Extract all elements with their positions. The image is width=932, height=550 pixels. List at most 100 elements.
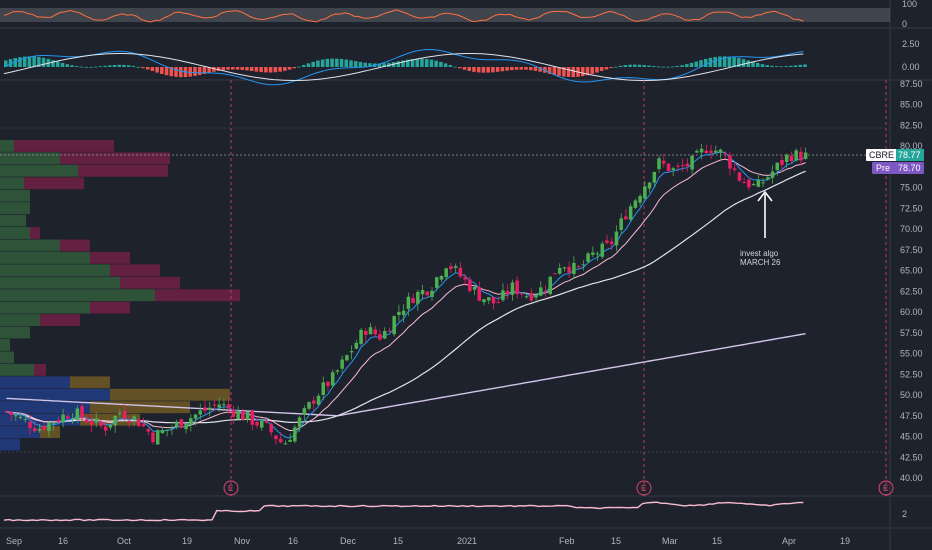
macd-histogram-bar <box>599 67 604 72</box>
volume-profile-down-bar <box>80 413 140 426</box>
candle-body <box>387 331 392 333</box>
candle-body <box>293 427 297 442</box>
candle-body <box>425 291 430 296</box>
macd-histogram-bar <box>798 64 803 67</box>
candle-body <box>406 296 411 309</box>
volume-profile-down-bar <box>34 363 46 376</box>
volume-profile-up-bar <box>0 189 30 202</box>
macd-histogram-bar <box>765 65 769 67</box>
candle-body <box>382 330 387 339</box>
candle-body <box>264 420 269 423</box>
candle-body <box>241 411 245 420</box>
candle-body <box>222 404 226 406</box>
macd-histogram-bar <box>301 64 306 67</box>
candle-body <box>766 177 770 180</box>
candle-body <box>259 421 264 428</box>
candle-body <box>236 411 240 420</box>
volume-profile-up-bar <box>0 363 34 376</box>
macd-histogram-bar <box>202 67 207 74</box>
macd-histogram-bar <box>458 67 462 69</box>
earnings-marker[interactable]: E <box>636 480 652 496</box>
macd-histogram-bar <box>8 59 13 67</box>
macd-histogram-bar <box>287 67 292 70</box>
volume-profile-down-bar <box>60 239 90 252</box>
candle-body <box>709 150 713 153</box>
macd-histogram-bar <box>37 56 41 67</box>
macd-histogram-bar <box>770 65 774 67</box>
macd-histogram-bar <box>396 61 401 67</box>
macd-histogram-bar <box>169 67 174 77</box>
candle-body <box>430 290 434 297</box>
candle-body <box>245 412 250 420</box>
candle-body <box>751 184 756 186</box>
rsi-panel[interactable]: 100 0 <box>0 0 917 29</box>
macd-histogram-bar <box>424 59 429 67</box>
price-panel[interactable]: invest algo MARCH 26 E E E 87.50 85.00 82.… <box>0 79 924 496</box>
svg-text:78.70: 78.70 <box>898 163 921 173</box>
candle-body <box>742 182 746 184</box>
candle-body <box>676 165 680 167</box>
volume-profile-up-bar <box>0 301 90 314</box>
macd-histogram-bar <box>651 66 656 67</box>
macd-histogram-bar <box>746 60 751 67</box>
macd-histogram-bar <box>22 56 27 67</box>
candle-body <box>747 179 751 188</box>
macd-histogram-bar <box>117 64 122 67</box>
price-tick-label: 52.50 <box>900 369 923 379</box>
macd-histogram-bar <box>727 56 732 67</box>
macd-histogram-bar <box>628 64 632 67</box>
time-tick-label: 15 <box>611 536 621 546</box>
candle-body <box>278 438 283 443</box>
volume-profile-up-bar <box>0 227 30 239</box>
time-tick-label: 2021 <box>457 536 477 546</box>
macd-histogram-bar <box>689 62 694 67</box>
macd-histogram-bar <box>264 67 268 73</box>
candle-body <box>732 168 737 170</box>
candle-body <box>37 429 42 431</box>
macd-histogram-bar <box>741 59 746 67</box>
candle-body <box>482 299 486 303</box>
candle-body <box>756 179 761 187</box>
candle-body <box>288 439 292 442</box>
time-axis[interactable]: Sep 16 Oct 19 Nov 16 Dec 15 2021 Feb 15 Mar 15 Apr 19 <box>6 536 850 546</box>
candle-body <box>23 418 28 420</box>
macd-histogram-bar <box>590 67 594 74</box>
earnings-marker[interactable]: E <box>878 480 894 496</box>
volume-profile-down-bar <box>90 251 130 264</box>
candle-body <box>487 297 491 301</box>
candle-body <box>534 295 538 298</box>
macd-histogram-bar <box>259 67 263 73</box>
macd-histogram-bar <box>197 67 202 76</box>
rsi-line <box>3 9 804 23</box>
candle-body <box>274 435 278 440</box>
candle-body <box>316 395 321 405</box>
time-tick-label: Dec <box>340 536 357 546</box>
volume-profile-up-bar <box>0 164 78 177</box>
svg-text:Pre: Pre <box>876 163 890 173</box>
volume-profile-up-bar <box>0 314 40 327</box>
candle-body <box>449 266 453 270</box>
candle-body <box>198 410 203 415</box>
candle-body <box>572 262 576 275</box>
macd-histogram-bar <box>330 58 334 67</box>
volume-profile-up-bar <box>0 289 155 302</box>
earnings-marker[interactable]: E <box>223 480 239 496</box>
candle-body <box>75 408 80 420</box>
macd-histogram-bar <box>4 60 8 67</box>
bottom-indicator-panel[interactable]: 2 <box>3 501 907 522</box>
volume-profile-down-bar <box>110 388 230 401</box>
candle-body <box>368 327 373 335</box>
macd-panel[interactable]: 2.50 0.00 <box>3 39 920 86</box>
volume-profile-up-bar <box>0 276 120 289</box>
candle-body <box>458 267 463 277</box>
candle-body <box>80 406 84 418</box>
price-axis[interactable]: 87.5085.0082.5080.0077.5075.0072.5070.00… <box>900 79 923 483</box>
macd-histogram-bar <box>382 63 386 67</box>
macd-histogram-bar <box>571 67 576 78</box>
volume-profile-up-bar <box>0 177 24 190</box>
volume-profile-down-bar <box>90 401 190 414</box>
candle-body <box>269 424 273 433</box>
candle-body <box>794 150 798 161</box>
candle-body <box>562 267 567 269</box>
